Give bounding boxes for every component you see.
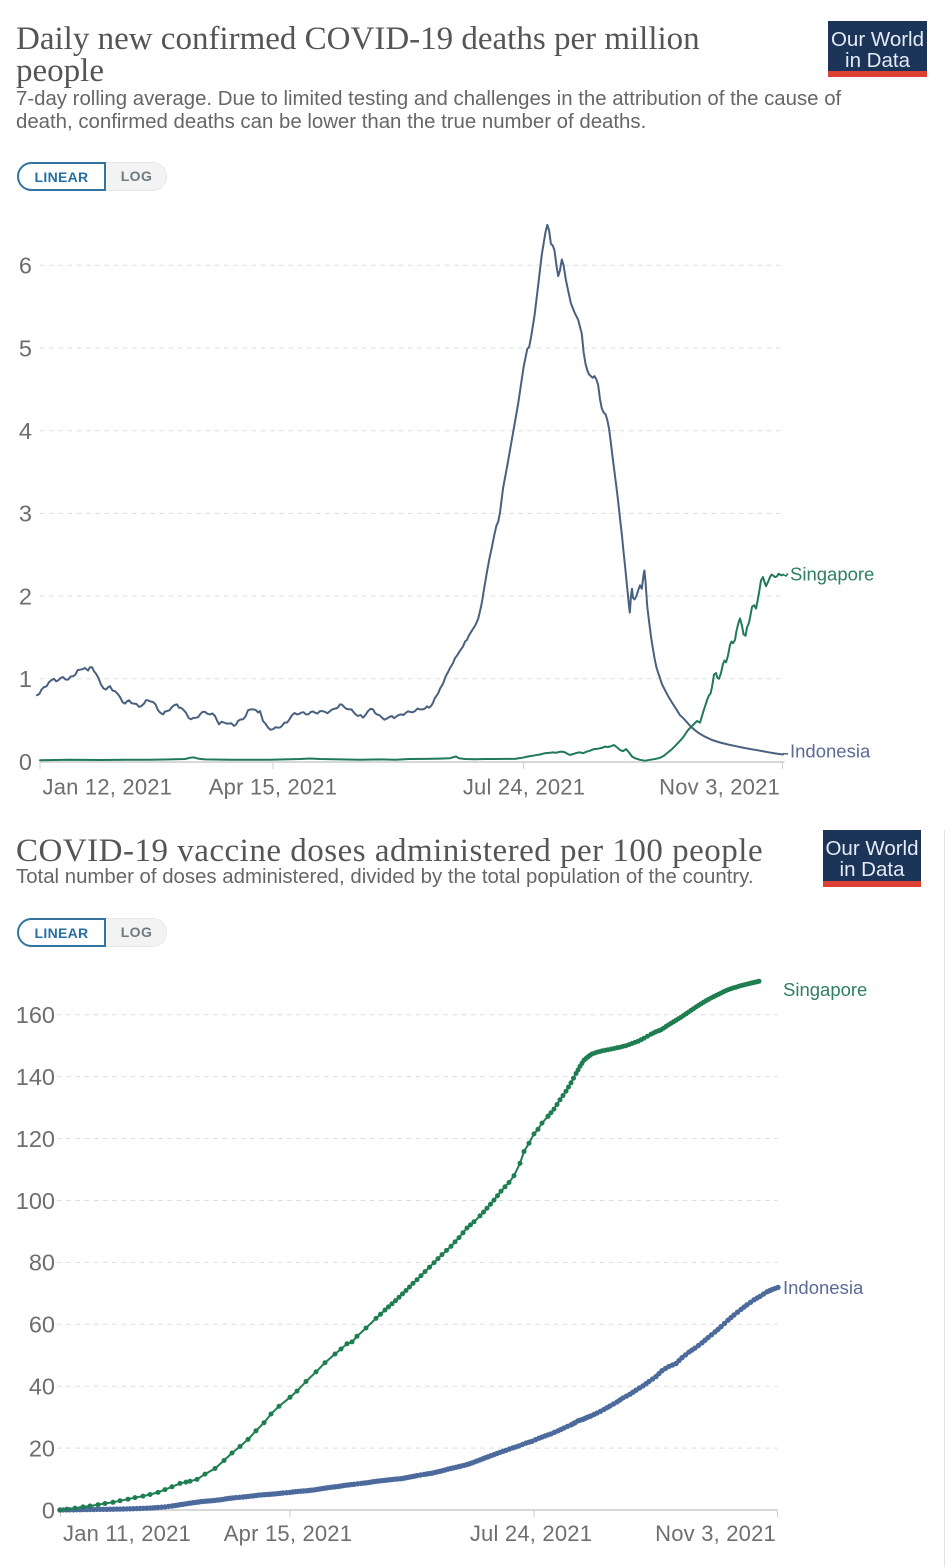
svg-text:Singapore: Singapore (790, 564, 874, 585)
svg-text:60: 60 (29, 1312, 55, 1338)
svg-text:Jan 11, 2021: Jan 11, 2021 (63, 1521, 191, 1546)
svg-text:Nov 3, 2021: Nov 3, 2021 (659, 775, 780, 800)
svg-text:40: 40 (29, 1374, 55, 1400)
svg-text:80: 80 (29, 1250, 55, 1276)
svg-text:20: 20 (29, 1435, 55, 1461)
svg-text:Jan 12, 2021: Jan 12, 2021 (43, 775, 173, 800)
svg-text:Singapore: Singapore (783, 979, 867, 1000)
svg-text:0: 0 (42, 1497, 55, 1523)
svg-text:5: 5 (19, 335, 32, 361)
svg-text:100: 100 (16, 1188, 55, 1214)
svg-text:4: 4 (19, 418, 32, 444)
svg-text:Apr 15, 2021: Apr 15, 2021 (224, 1521, 352, 1546)
svg-text:Apr 15, 2021: Apr 15, 2021 (209, 775, 337, 800)
svg-text:140: 140 (16, 1064, 55, 1090)
svg-text:Jul 24, 2021: Jul 24, 2021 (463, 775, 585, 800)
svg-text:3: 3 (19, 501, 32, 527)
svg-text:6: 6 (19, 253, 32, 279)
svg-text:2: 2 (19, 583, 32, 609)
svg-text:120: 120 (16, 1126, 55, 1152)
svg-text:Nov 3, 2021: Nov 3, 2021 (655, 1521, 776, 1546)
svg-text:Indonesia: Indonesia (783, 1277, 864, 1298)
svg-text:0: 0 (19, 749, 32, 775)
svg-text:Indonesia: Indonesia (790, 741, 871, 762)
svg-text:Jul 24, 2021: Jul 24, 2021 (470, 1521, 592, 1546)
svg-text:160: 160 (16, 1002, 55, 1028)
svg-text:1: 1 (19, 666, 32, 692)
